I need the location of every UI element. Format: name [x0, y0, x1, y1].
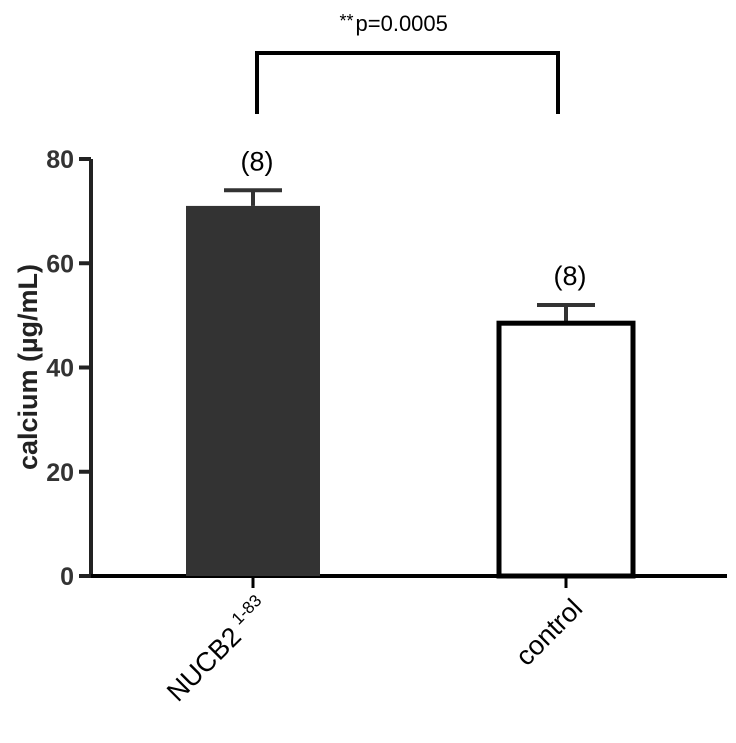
y-axis-title: calcium (µg/mL)	[13, 264, 43, 470]
bars	[186, 188, 636, 579]
y-tick-label: 20	[46, 459, 74, 487]
x-tick-label: control	[510, 593, 589, 672]
x-tick-label-superscript: 1-83	[228, 591, 265, 628]
y-tick-label: 60	[46, 250, 74, 278]
annotations: (8) (8) **p=0.0005	[241, 11, 587, 291]
y-tick-label: 0	[60, 563, 74, 591]
n-label: (8)	[241, 146, 274, 176]
significance-label: **p=0.0005	[340, 11, 448, 36]
bar-control	[496, 320, 636, 579]
y-tick-label: 80	[46, 146, 74, 174]
significance-bracket	[255, 51, 560, 114]
y-tick-label: 40	[46, 355, 74, 383]
x-tick-label: NUCB21-83	[159, 591, 275, 707]
n-label: (8)	[554, 261, 587, 291]
bar-nucb2	[186, 205, 320, 576]
